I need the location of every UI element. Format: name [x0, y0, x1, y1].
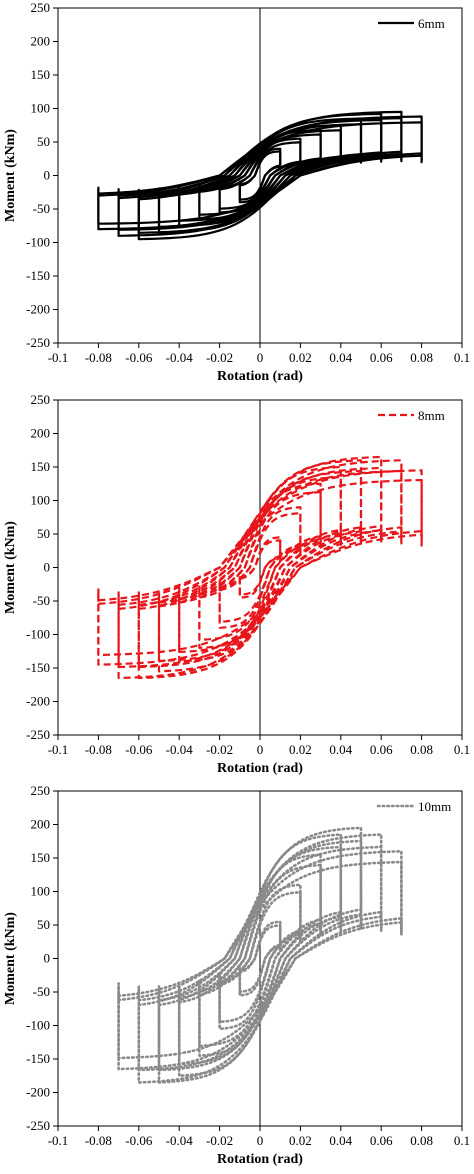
x-axis-label: Rotation (rad)	[217, 369, 303, 384]
y-tick-label: -50	[33, 593, 50, 608]
y-tick-label: 250	[31, 783, 51, 798]
x-tick-label: -0.02	[206, 742, 233, 757]
x-tick-label: 0.1	[454, 742, 470, 757]
x-tick-label: -0.1	[48, 742, 69, 757]
y-tick-label: 200	[31, 426, 51, 441]
y-tick-label: 50	[37, 917, 50, 932]
x-tick-label: -0.1	[48, 350, 69, 365]
y-tick-label: -150	[26, 1051, 50, 1066]
y-tick-label: 0	[44, 168, 51, 183]
hysteresis-loop	[157, 469, 363, 663]
y-tick-label: 200	[31, 817, 51, 832]
x-tick-label: 0.08	[410, 1133, 433, 1148]
legend-label: 6mm	[418, 16, 445, 31]
legend-label: 8mm	[418, 408, 445, 423]
x-tick-label: 0.04	[329, 1133, 352, 1148]
y-tick-label: 50	[37, 526, 50, 541]
x-tick-label: -0.08	[85, 1133, 112, 1148]
y-axis-label: Moment (kNm)	[3, 521, 18, 614]
y-tick-label: -250	[26, 335, 50, 350]
x-tick-label: -0.04	[166, 742, 194, 757]
x-tick-label: 0.02	[289, 350, 312, 365]
x-tick-label: -0.08	[85, 350, 112, 365]
y-tick-label: -200	[26, 694, 50, 709]
y-tick-label: -150	[26, 660, 50, 675]
x-tick-label: 0.02	[289, 1133, 312, 1148]
y-tick-label: -200	[26, 302, 50, 317]
hysteresis-loop	[97, 469, 423, 666]
y-axis-label: Moment (kNm)	[3, 912, 18, 1005]
legend-label: 10mm	[418, 799, 451, 814]
y-tick-label: -250	[26, 1118, 50, 1133]
y-tick-label: 100	[31, 493, 51, 508]
hysteresis-loop	[97, 479, 423, 656]
hysteresis-loop	[198, 491, 322, 641]
x-tick-label: -0.04	[166, 1133, 194, 1148]
x-tick-label: -0.04	[166, 350, 194, 365]
x-axis-label: Rotation (rad)	[217, 1152, 303, 1167]
x-axis-label: Rotation (rad)	[217, 761, 303, 776]
y-tick-label: 150	[31, 67, 51, 82]
y-tick-label: -150	[26, 268, 50, 283]
y-tick-label: 250	[31, 0, 51, 15]
hysteresis-loop	[238, 150, 282, 201]
x-tick-label: 0.06	[370, 350, 393, 365]
y-tick-label: 0	[44, 951, 51, 966]
hysteresis-loop	[117, 469, 403, 669]
x-tick-label: 0.04	[329, 350, 352, 365]
x-tick-label: 0.06	[370, 742, 393, 757]
x-tick-label: 0.1	[454, 350, 470, 365]
x-tick-label: -0.06	[125, 742, 153, 757]
x-tick-label: -0.02	[206, 350, 233, 365]
y-tick-label: -50	[33, 984, 50, 999]
x-tick-label: -0.06	[125, 1133, 153, 1148]
x-tick-label: 0	[257, 350, 264, 365]
x-tick-label: -0.08	[85, 742, 112, 757]
x-tick-label: 0.1	[454, 1133, 470, 1148]
chart-1: 250 200 150 100 50 0 -50 -100 -150 -200 -250-0.1 -0…	[3, 0, 470, 384]
hysteresis-loop	[178, 465, 342, 663]
x-tick-label: -0.06	[125, 350, 153, 365]
x-tick-label: 0.06	[370, 1133, 393, 1148]
y-tick-label: 100	[31, 101, 51, 116]
y-tick-label: -100	[26, 235, 50, 250]
y-tick-label: 50	[37, 134, 50, 149]
y-tick-label: 200	[31, 34, 51, 49]
y-tick-label: -100	[26, 1018, 50, 1033]
y-tick-label: -200	[26, 1085, 50, 1100]
y-tick-label: 150	[31, 459, 51, 474]
chart-2: 250 200 150 100 50 0 -50 -100 -150 -200 -250-0.1 -0…	[3, 392, 470, 776]
x-tick-label: 0.04	[329, 742, 352, 757]
chart-3: 250 200 150 100 50 0 -50 -100 -150 -200 -250-0.1 -0…	[3, 783, 470, 1167]
x-tick-label: 0	[257, 742, 264, 757]
x-tick-label: 0	[257, 1133, 264, 1148]
y-tick-label: 250	[31, 392, 51, 407]
y-tick-label: 100	[31, 884, 51, 899]
y-tick-label: 150	[31, 850, 51, 865]
x-tick-label: 0.08	[410, 742, 433, 757]
y-tick-label: -100	[26, 627, 50, 642]
hysteresis-loop	[117, 860, 403, 1060]
hysteresis-loop	[97, 121, 423, 225]
y-tick-label: -50	[33, 201, 50, 216]
x-tick-label: 0.02	[289, 742, 312, 757]
x-tick-label: -0.02	[206, 1133, 233, 1148]
x-tick-label: 0.08	[410, 350, 433, 365]
hysteresis-loop	[178, 476, 342, 653]
y-tick-label: -250	[26, 727, 50, 742]
y-tick-label: 0	[44, 560, 51, 575]
hysteresis-loop	[137, 845, 383, 1072]
x-tick-label: -0.1	[48, 1133, 69, 1148]
hysteresis-loop	[218, 512, 302, 623]
y-axis-label: Moment (kNm)	[3, 129, 18, 222]
